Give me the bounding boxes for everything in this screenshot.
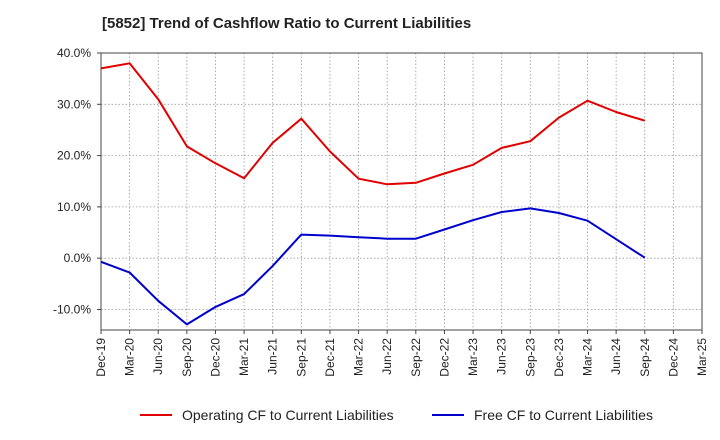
x-tick-label: Sep-21: [294, 338, 308, 377]
legend-swatch-operating-cf: [140, 414, 172, 416]
legend-swatch-free-cf: [432, 414, 464, 416]
x-tick-label: Dec-19: [94, 338, 108, 377]
legend-item-free-cf: Free CF to Current Liabilities: [432, 406, 653, 424]
x-tick-label: Dec-21: [323, 338, 337, 377]
x-tick-label: Sep-24: [638, 338, 652, 377]
x-tick-label: Jun-24: [609, 338, 623, 375]
plot-frame: [100, 52, 703, 331]
x-tick-label: Mar-22: [352, 338, 366, 376]
y-tick-label: 0.0%: [64, 251, 92, 265]
legend-label-operating-cf: Operating CF to Current Liabilities: [182, 407, 394, 423]
x-tick-label: Mar-21: [237, 338, 251, 376]
x-tick-label: Jun-23: [495, 338, 509, 375]
x-tick-label: Sep-22: [409, 338, 423, 377]
series-line-free-cf: [100, 207, 646, 326]
x-tick-label: Dec-23: [552, 338, 566, 377]
x-tick-label: Sep-20: [180, 338, 194, 377]
y-tick-label: 30.0%: [57, 97, 91, 111]
y-tick-label: 10.0%: [57, 200, 91, 214]
legend-label-free-cf: Free CF to Current Liabilities: [474, 407, 653, 423]
x-tick-label: Dec-20: [208, 338, 222, 377]
x-tick-label: Jun-22: [380, 338, 394, 375]
series-line-operating-cf: [100, 62, 646, 186]
y-tick-label: 40.0%: [57, 46, 91, 60]
y-tick-label: -10.0%: [53, 302, 91, 316]
x-tick-label: Dec-24: [666, 338, 680, 377]
x-tick-label: Sep-23: [523, 338, 537, 377]
x-tick-label: Mar-20: [123, 338, 137, 376]
x-tick-label: Dec-22: [437, 338, 451, 377]
x-tick-label: Jun-21: [266, 338, 280, 375]
chart-title: [5852] Trend of Cashflow Ratio to Curren…: [102, 15, 472, 32]
x-tick-label: Mar-24: [581, 338, 595, 376]
x-tick-label: Mar-23: [466, 338, 480, 376]
x-tick-label: Mar-25: [695, 338, 709, 376]
x-tick-label: Jun-20: [151, 338, 165, 375]
legend-item-operating-cf: Operating CF to Current Liabilities: [140, 406, 394, 424]
y-tick-label: 20.0%: [57, 149, 91, 163]
